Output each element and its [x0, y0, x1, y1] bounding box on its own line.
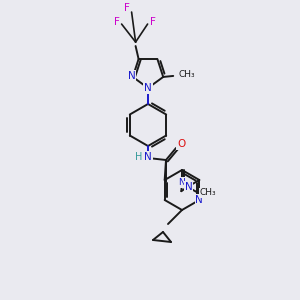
- Text: H: H: [135, 152, 143, 162]
- Text: F: F: [124, 3, 130, 13]
- Text: F: F: [150, 17, 155, 27]
- Text: O: O: [177, 139, 185, 149]
- Text: N: N: [144, 152, 152, 162]
- Text: N: N: [195, 195, 203, 205]
- Text: F: F: [114, 17, 119, 27]
- Text: N: N: [128, 71, 136, 81]
- Text: N: N: [144, 83, 152, 93]
- Text: CH₃: CH₃: [178, 70, 195, 80]
- Text: CH₃: CH₃: [200, 188, 216, 197]
- Text: N: N: [184, 182, 192, 192]
- Text: N: N: [178, 178, 185, 187]
